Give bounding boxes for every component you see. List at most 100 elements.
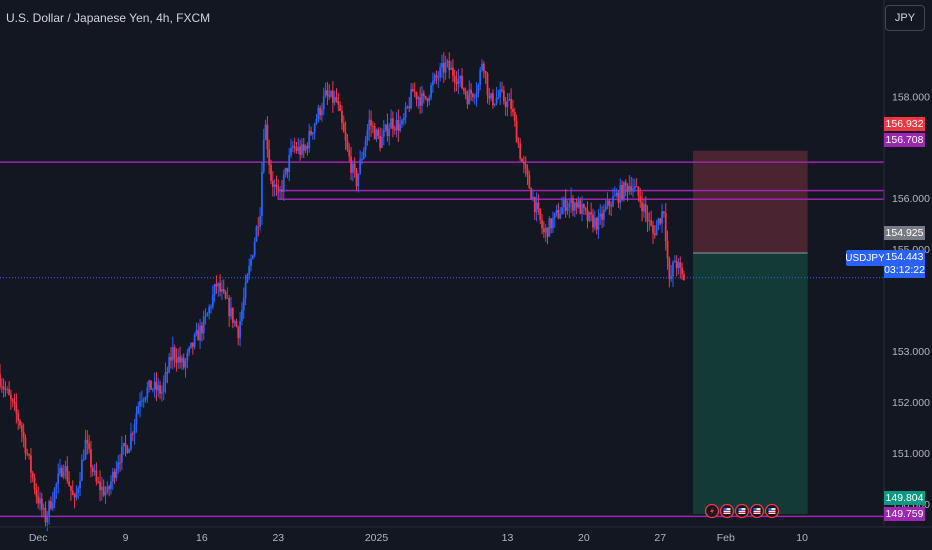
candle	[335, 88, 338, 103]
candle-body	[293, 146, 296, 148]
candle-body	[452, 67, 454, 76]
candle	[271, 170, 274, 197]
candle-body	[426, 98, 429, 102]
y-tick-label: 152.000	[892, 397, 930, 409]
candle-body	[157, 385, 160, 391]
candle-body	[180, 357, 183, 363]
candle	[452, 59, 454, 83]
candle	[659, 217, 662, 226]
candle-body	[542, 228, 545, 233]
candle	[233, 319, 236, 327]
candle	[395, 112, 398, 138]
candle-body	[71, 490, 74, 496]
candle-body	[170, 356, 172, 361]
candle-body	[395, 119, 398, 131]
candle	[144, 396, 147, 403]
candle-body	[544, 227, 547, 233]
candle	[215, 275, 218, 294]
candle-body	[530, 188, 533, 200]
candle	[388, 122, 391, 146]
candle	[444, 55, 447, 80]
candle-body	[663, 211, 665, 214]
candle	[53, 486, 56, 509]
candle	[517, 136, 520, 148]
candle-body	[506, 100, 509, 108]
candle-body	[117, 462, 120, 469]
candle	[666, 230, 669, 270]
candle	[632, 178, 634, 198]
candle-body	[242, 298, 245, 311]
candle	[88, 434, 91, 454]
candle-body	[191, 342, 194, 347]
candle-body	[442, 63, 445, 73]
candle-body	[388, 128, 391, 137]
candle	[670, 265, 673, 282]
candle-body	[115, 468, 118, 478]
y-tick-label: 156.000	[892, 193, 930, 205]
x-tick-label: 9	[123, 532, 129, 544]
candle-body	[222, 289, 225, 292]
candle	[557, 202, 560, 220]
candle-body	[650, 220, 653, 226]
candle	[592, 208, 594, 233]
candle	[306, 142, 309, 156]
candle-body	[422, 93, 425, 96]
candle	[406, 105, 409, 109]
candle	[290, 138, 292, 158]
flag-canton	[723, 508, 727, 511]
candle-body	[408, 106, 411, 109]
candle	[370, 110, 372, 137]
level-upper-price-tag: 156.708	[884, 133, 925, 147]
candle-body	[233, 321, 236, 323]
candle	[497, 89, 500, 100]
candle	[148, 379, 151, 393]
candle	[379, 127, 382, 152]
us-flag-icon	[764, 503, 780, 519]
candle	[6, 386, 9, 394]
candle	[462, 87, 465, 95]
candle	[70, 485, 72, 501]
candle-body	[619, 185, 622, 203]
candle-body	[359, 159, 362, 174]
candle-body	[633, 186, 636, 189]
candle	[46, 511, 49, 532]
candle	[601, 205, 603, 229]
candle-body	[677, 262, 680, 269]
candle	[2, 378, 5, 398]
candle	[102, 479, 105, 497]
candle	[219, 274, 221, 297]
candle	[202, 310, 205, 341]
candle	[90, 440, 92, 478]
candle-body	[617, 192, 620, 203]
candle-body	[84, 439, 87, 460]
candle-body	[70, 485, 72, 491]
candle-body	[402, 117, 405, 121]
currency-button[interactable]: JPY	[885, 5, 925, 31]
flag-stripe	[753, 512, 761, 513]
candle	[481, 59, 483, 73]
candle-body	[164, 372, 167, 383]
candle	[217, 282, 220, 297]
candle	[550, 217, 553, 234]
candle	[619, 178, 622, 210]
candle	[191, 342, 194, 355]
candle-body	[581, 204, 583, 214]
candle-body	[237, 326, 240, 339]
candle-body	[31, 472, 34, 478]
candle	[353, 157, 356, 178]
candle	[648, 212, 651, 231]
candle	[399, 115, 402, 133]
candle-body	[142, 399, 145, 401]
candle-body	[128, 449, 131, 453]
candle	[528, 170, 531, 189]
candle-body	[268, 149, 271, 165]
level-lower-price-tag: 149.759	[884, 507, 925, 521]
candle	[493, 103, 496, 107]
candle	[584, 206, 587, 216]
candle-body	[108, 486, 111, 489]
candle	[568, 198, 571, 219]
candle	[633, 178, 636, 193]
candle	[124, 434, 127, 457]
candle-body	[302, 144, 305, 151]
